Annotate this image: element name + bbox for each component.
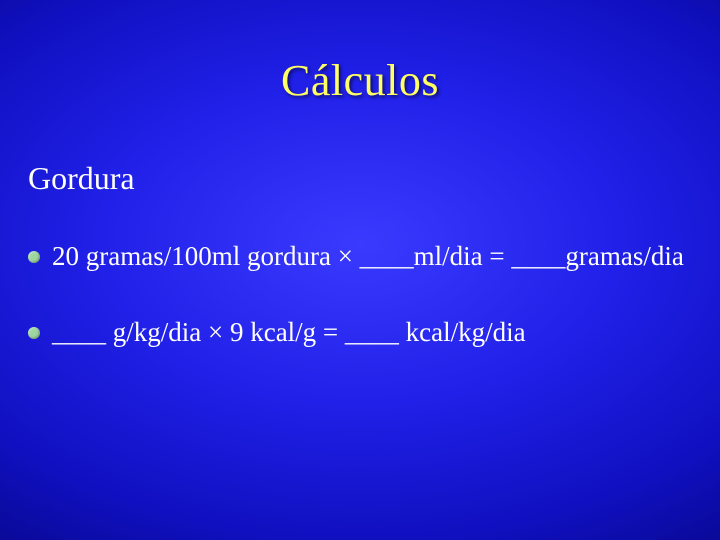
bullet-icon: [28, 251, 40, 263]
bullet-text: 20 gramas/100ml gordura × ____ml/dia = _…: [52, 240, 684, 274]
list-item: 20 gramas/100ml gordura × ____ml/dia = _…: [28, 240, 700, 274]
slide-subtitle: Gordura: [28, 160, 135, 197]
list-item: ____ g/kg/dia × 9 kcal/g = ____ kcal/kg/…: [28, 316, 700, 350]
bullet-list: 20 gramas/100ml gordura × ____ml/dia = _…: [28, 240, 700, 392]
slide: Cálculos Gordura 20 gramas/100ml gordura…: [0, 0, 720, 540]
bullet-text: ____ g/kg/dia × 9 kcal/g = ____ kcal/kg/…: [52, 316, 526, 350]
bullet-icon: [28, 327, 40, 339]
slide-title: Cálculos: [0, 55, 720, 106]
